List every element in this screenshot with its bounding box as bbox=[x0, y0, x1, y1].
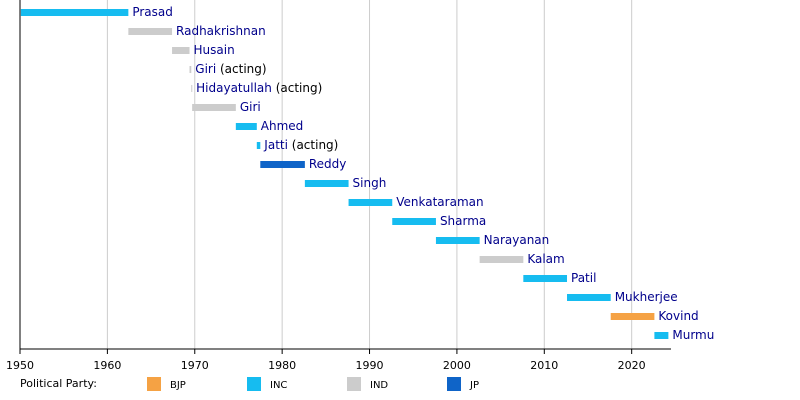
term-bar bbox=[189, 66, 192, 73]
term-name: Sharma bbox=[440, 214, 486, 228]
term-label: Mukherjee bbox=[615, 290, 678, 304]
term-label: Hidayatullah (acting) bbox=[196, 81, 322, 95]
term-bar bbox=[260, 161, 305, 168]
term-bar bbox=[567, 294, 611, 301]
legend-swatch bbox=[447, 377, 461, 391]
term-bar bbox=[435, 237, 480, 244]
term-label: Giri bbox=[240, 100, 261, 114]
term-bar bbox=[128, 28, 173, 35]
term-note: (acting) bbox=[292, 138, 339, 152]
legend-label: BJP bbox=[170, 380, 186, 391]
term-name: Murmu bbox=[672, 328, 714, 342]
term-name: Husain bbox=[194, 43, 235, 57]
term-label: Kalam bbox=[527, 252, 564, 266]
term-label: Venkataraman bbox=[396, 195, 483, 209]
term-bar bbox=[610, 313, 655, 320]
term-label: Murmu bbox=[672, 328, 714, 342]
term-name: Hidayatullah bbox=[196, 81, 272, 95]
term-name: Reddy bbox=[309, 157, 347, 171]
x-tick-label: 1960 bbox=[93, 359, 121, 372]
term-bar bbox=[172, 47, 190, 54]
term-label: Sharma bbox=[440, 214, 486, 228]
legend-swatch bbox=[247, 377, 261, 391]
x-tick-label: 1980 bbox=[268, 359, 296, 372]
x-tick-label: 2010 bbox=[530, 359, 558, 372]
term-name: Narayanan bbox=[484, 233, 550, 247]
term-label: Patil bbox=[571, 271, 596, 285]
term-label: Giri (acting) bbox=[195, 62, 266, 76]
term-bar bbox=[304, 180, 349, 187]
term-label: Kovind bbox=[658, 309, 698, 323]
term-bar bbox=[348, 199, 393, 206]
term-bar bbox=[192, 104, 236, 111]
term-note: (acting) bbox=[276, 81, 323, 95]
term-name: Radhakrishnan bbox=[176, 24, 266, 38]
legend-title: Political Party: bbox=[20, 377, 97, 390]
legend-label: IND bbox=[370, 380, 388, 391]
term-label: Reddy bbox=[309, 157, 347, 171]
term-bar bbox=[392, 218, 436, 225]
term-label: Prasad bbox=[132, 5, 173, 19]
term-bar bbox=[523, 275, 568, 282]
term-name: Venkataraman bbox=[396, 195, 483, 209]
term-name: Mukherjee bbox=[615, 290, 678, 304]
legend-swatch bbox=[347, 377, 361, 391]
term-note: (acting) bbox=[220, 62, 267, 76]
term-name: Patil bbox=[571, 271, 596, 285]
term-name: Giri bbox=[240, 100, 261, 114]
term-name: Giri bbox=[195, 62, 216, 76]
term-name: Prasad bbox=[132, 5, 173, 19]
term-label: Radhakrishnan bbox=[176, 24, 266, 38]
legend-label: INC bbox=[270, 380, 287, 391]
term-bar bbox=[20, 9, 129, 16]
x-tick-label: 2020 bbox=[618, 359, 646, 372]
term-label: Narayanan bbox=[484, 233, 550, 247]
term-label: Jatti (acting) bbox=[263, 138, 338, 152]
term-name: Kalam bbox=[527, 252, 564, 266]
term-name: Jatti bbox=[263, 138, 288, 152]
term-label: Singh bbox=[353, 176, 387, 190]
x-tick-label: 1950 bbox=[6, 359, 34, 372]
term-name: Singh bbox=[353, 176, 387, 190]
term-bar bbox=[235, 123, 257, 130]
term-bar bbox=[256, 142, 261, 149]
term-name: Ahmed bbox=[261, 119, 304, 133]
legend-label: JP bbox=[469, 380, 479, 391]
term-label: Ahmed bbox=[261, 119, 304, 133]
term-label: Husain bbox=[194, 43, 235, 57]
term-name: Kovind bbox=[658, 309, 698, 323]
x-tick-label: 1990 bbox=[356, 359, 384, 372]
x-tick-label: 1970 bbox=[181, 359, 209, 372]
x-tick-label: 2000 bbox=[443, 359, 471, 372]
term-bar bbox=[191, 85, 193, 92]
legend-swatch bbox=[147, 377, 161, 391]
term-bar bbox=[479, 256, 524, 263]
term-bar bbox=[654, 332, 669, 339]
